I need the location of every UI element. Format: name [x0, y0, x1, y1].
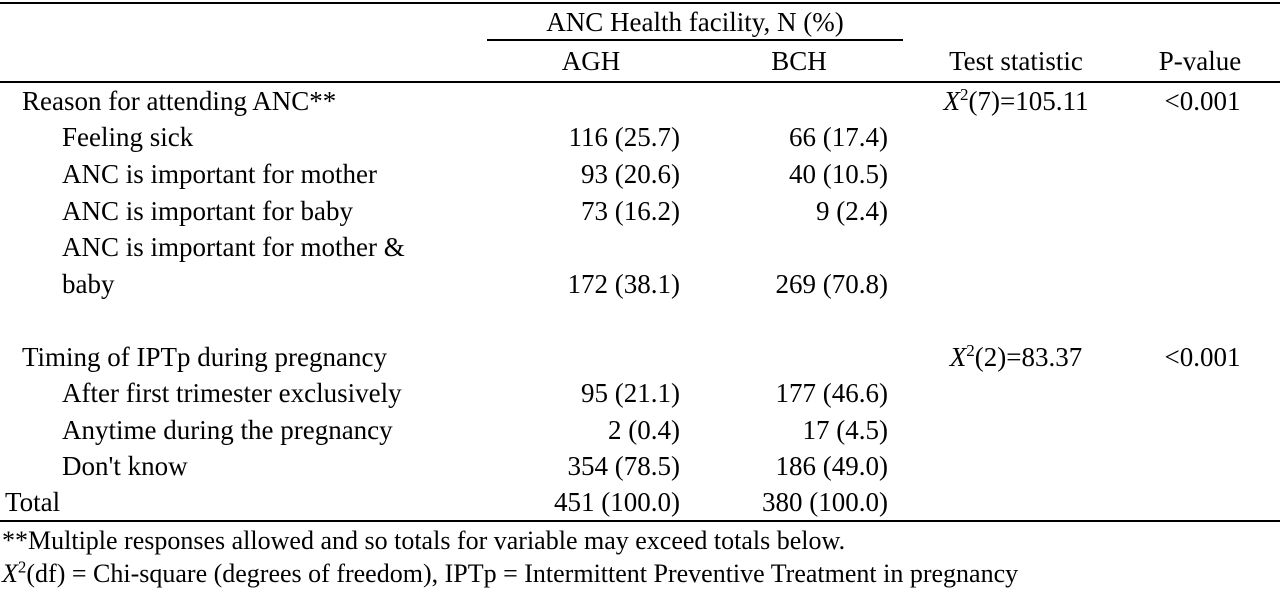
column-header-test-statistic: Test statistic [949, 46, 1083, 76]
table-top-rule [0, 2, 1280, 4]
row-bch-value: 177 (46.6) [775, 378, 888, 408]
row-label-line2: baby [62, 269, 115, 299]
column-header-agh: AGH [561, 46, 621, 76]
row-agh-value: 93 (20.6) [581, 159, 680, 189]
row-bch-value: 40 (10.5) [789, 159, 888, 189]
chi-square-symbol: X [949, 342, 967, 372]
p-value-reason: <0.001 [1164, 86, 1241, 116]
total-agh-value: 451 (100.0) [554, 487, 680, 517]
section-label-reason: Reason for attending ANC** [22, 86, 337, 116]
row-agh-value: 172 (38.1) [567, 269, 680, 299]
row-agh-value: 354 (78.5) [567, 451, 680, 481]
row-label-line1: ANC is important for mother & [62, 232, 405, 262]
chi-square-superscript: 2 [960, 85, 969, 104]
row-bch-value: 9 (2.4) [816, 196, 888, 226]
section-label-timing: Timing of IPTp during pregnancy [22, 342, 387, 372]
chi-square-symbol: X [943, 86, 961, 116]
chi-square-symbol: X [2, 559, 18, 588]
chi-square-superscript: 2 [17, 557, 27, 577]
footnote-multiple-responses: **Multiple responses allowed and so tota… [2, 526, 846, 555]
total-bch-value: 380 (100.0) [762, 487, 888, 517]
test-statistic-reason: X2(7)=105.11 [905, 84, 1127, 118]
column-header-bch: BCH [771, 46, 827, 76]
row-agh-value: 95 (21.1) [581, 378, 680, 408]
row-label: ANC is important for mother [62, 159, 377, 189]
table-bottom-rule [0, 520, 1280, 522]
facility-group-rule [487, 39, 903, 41]
test-statistic-value: (7)=105.11 [968, 86, 1089, 116]
test-statistic-timing: X2(2)=83.37 [905, 340, 1127, 374]
row-agh-value: 73 (16.2) [581, 196, 680, 226]
row-bch-value: 269 (70.8) [775, 269, 888, 299]
total-label: Total [5, 487, 61, 517]
test-statistic-value: (2)=83.37 [974, 342, 1083, 372]
row-bch-value: 186 (49.0) [775, 451, 888, 481]
footnote-abbreviations-text: (df) = Chi-square (degrees of freedom), … [26, 559, 1019, 588]
facility-group-header: ANC Health facility, N (%) [546, 7, 844, 37]
p-value-timing: <0.001 [1164, 342, 1241, 372]
row-label: Don't know [62, 451, 188, 481]
footnote-abbreviations: X2(df) = Chi-square (degrees of freedom)… [2, 558, 1018, 590]
chi-square-superscript: 2 [966, 341, 975, 360]
row-label: ANC is important for baby [62, 196, 353, 226]
row-label: Anytime during the pregnancy [62, 415, 393, 445]
row-agh-value: 116 (25.7) [568, 122, 680, 152]
header-bottom-rule [0, 81, 1280, 83]
row-bch-value: 66 (17.4) [789, 122, 888, 152]
row-label: Feeling sick [62, 122, 194, 152]
row-agh-value: 2 (0.4) [608, 415, 680, 445]
row-bch-value: 17 (4.5) [802, 415, 888, 445]
column-header-p-value: P-value [1158, 46, 1242, 76]
row-label: After first trimester exclusively [62, 378, 402, 408]
